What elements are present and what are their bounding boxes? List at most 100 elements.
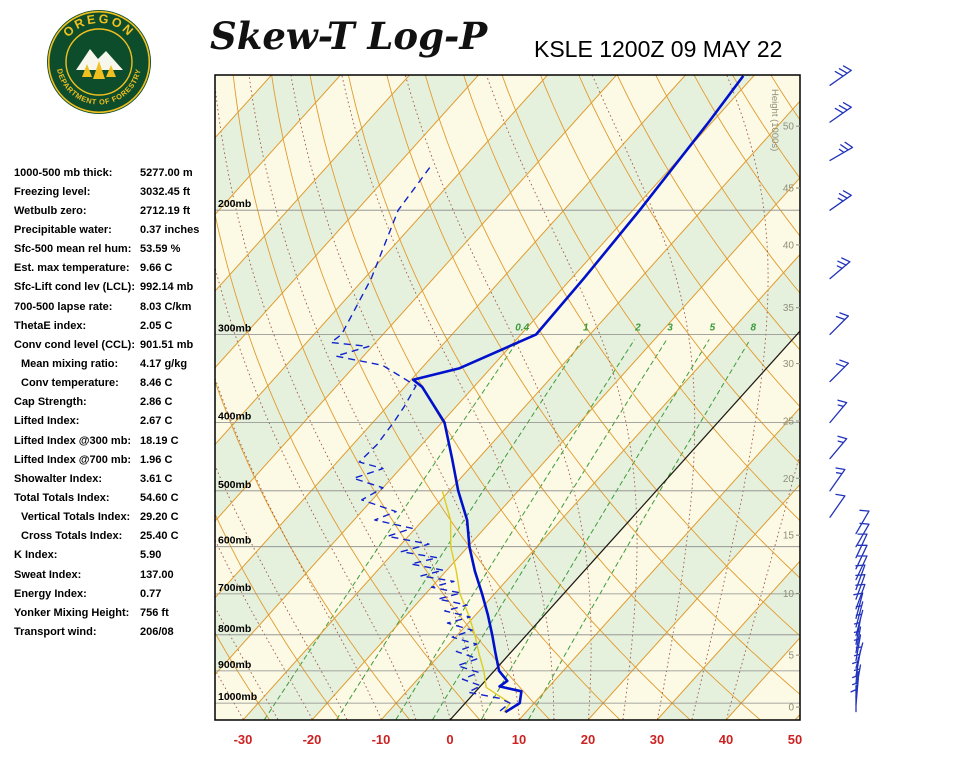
svg-text:0.4: 0.4	[515, 322, 529, 333]
index-value: 8.03 C/km	[140, 300, 192, 313]
index-label: Yonker Mixing Height:	[14, 606, 130, 619]
index-value: 4.17 g/kg	[140, 357, 188, 370]
index-row: Lifted Index @700 mb: 1.96 C	[14, 450, 214, 469]
chart-border	[214, 74, 801, 721]
odf-logo-svg: OREGON DEPARTMENT OF FORESTRY	[47, 10, 151, 114]
svg-text:50: 50	[783, 122, 795, 133]
svg-text:15: 15	[783, 531, 795, 542]
index-label: Wetbulb zero:	[14, 204, 87, 217]
index-value: 3.61 C	[140, 472, 173, 485]
svg-text:600mb: 600mb	[218, 535, 251, 547]
logo-mountain	[76, 49, 123, 70]
index-label: Est. max temperature:	[14, 262, 130, 275]
index-row: Cross Totals Index: 25.40 C	[14, 527, 214, 546]
index-row: K Index: 5.90	[14, 546, 214, 565]
svg-text:0: 0	[446, 732, 453, 747]
index-value: 5.90	[140, 549, 162, 562]
odf-logo: OREGON DEPARTMENT OF FORESTRY	[46, 9, 152, 115]
index-row: Sweat Index: 137.00	[14, 565, 214, 584]
index-label: Cross Totals Index:	[21, 530, 123, 543]
svg-text:500mb: 500mb	[218, 479, 251, 491]
wind-barb	[829, 102, 852, 123]
index-value: 992.14 mb	[140, 281, 194, 294]
index-value: 25.40 C	[140, 530, 179, 543]
wind-barb	[829, 359, 850, 383]
index-row: ThetaE index: 2.05 C	[14, 316, 214, 335]
logo-inner-ring	[65, 28, 133, 96]
wetbulb-trace	[441, 490, 511, 713]
index-row: Wetbulb zero: 2712.19 ft	[14, 201, 214, 220]
wind-barb	[829, 467, 846, 492]
dewpoint-trace	[330, 167, 511, 713]
page-title: Skew-T Log-P	[210, 14, 488, 58]
svg-text:-20: -20	[303, 732, 322, 747]
index-row: Precipitable water: 0.37 inches	[14, 220, 214, 239]
index-row: Cap Strength: 2.86 C	[14, 393, 214, 412]
wind-barbs	[829, 65, 870, 713]
index-label: Sfc-Lift cond lev (LCL):	[14, 281, 135, 294]
index-value: 18.19 C	[140, 434, 179, 447]
wind-barb	[829, 141, 854, 162]
index-row: Sfc-Lift cond lev (LCL): 992.14 mb	[14, 278, 214, 297]
index-row: Conv temperature: 8.46 C	[14, 374, 214, 393]
svg-text:20: 20	[783, 474, 795, 485]
svg-text:5: 5	[710, 322, 716, 333]
freezing-isotherm	[449, 330, 800, 720]
index-label: 700-500 lapse rate:	[14, 300, 113, 313]
svg-text:700mb: 700mb	[218, 582, 251, 594]
index-row: Total Totals Index: 54.60 C	[14, 488, 214, 507]
index-label: Showalter Index:	[14, 472, 103, 485]
index-label: Sweat Index:	[14, 568, 82, 581]
index-label: Transport wind:	[14, 625, 97, 638]
index-row: Mean mixing ratio: 4.17 g/kg	[14, 354, 214, 373]
index-label: Vertical Totals Index:	[21, 511, 131, 524]
svg-text:0: 0	[788, 703, 794, 714]
index-row: Vertical Totals Index: 29.20 C	[14, 508, 214, 527]
index-value: 2.05 C	[140, 319, 173, 332]
svg-text:50: 50	[788, 732, 802, 747]
index-label: Sfc-500 mean rel hum:	[14, 243, 132, 256]
index-label: Total Totals Index:	[14, 491, 110, 504]
index-value: 1.96 C	[140, 453, 173, 466]
wind-barb	[855, 509, 870, 535]
index-row: Transport wind: 206/08	[14, 622, 214, 641]
index-value: 54.60 C	[140, 491, 179, 504]
mixing-ratio-labels: 0.4 1 2 3 5 8	[515, 322, 756, 333]
index-row: Est. max temperature: 9.66 C	[14, 259, 214, 278]
wind-barb	[829, 312, 850, 336]
wind-barb	[829, 435, 848, 460]
index-label: K Index:	[14, 549, 58, 562]
pressure-axis-labels: 200mb 300mb 400mb 500mb 600mb 700mb 800mb 900mb…	[218, 198, 257, 703]
index-label: Conv cond level (CCL):	[14, 338, 136, 351]
index-label: Lifted Index @300 mb:	[14, 434, 132, 447]
index-value: 3032.45 ft	[140, 185, 191, 198]
temp-axis-labels: -30 -20 -10 0 10 20 30 40 50	[234, 732, 803, 747]
index-label: Precipitable water:	[14, 223, 112, 236]
svg-text:35: 35	[783, 303, 795, 314]
index-row: Showalter Index: 3.61 C	[14, 469, 214, 488]
height-axis-title: Height (1000s)	[769, 89, 780, 151]
wind-barb	[829, 190, 852, 211]
index-row: Conv cond level (CCL): 901.51 mb	[14, 335, 214, 354]
index-value: 0.77	[140, 587, 162, 600]
index-label: Lifted Index @700 mb:	[14, 453, 132, 466]
svg-text:900mb: 900mb	[218, 659, 251, 671]
svg-text:10: 10	[512, 732, 526, 747]
index-label: Lifted Index:	[14, 415, 80, 428]
index-label: Conv temperature:	[21, 377, 119, 390]
chart-plot-area	[215, 75, 800, 720]
svg-text:25: 25	[783, 417, 795, 428]
index-value: 2712.19 ft	[140, 204, 191, 217]
wind-barb	[829, 399, 848, 424]
index-label: 1000-500 mb thick:	[14, 166, 113, 179]
index-row: 1000-500 mb thick: 5277.00 m	[14, 163, 214, 182]
index-value: 2.67 C	[140, 415, 173, 428]
svg-text:10: 10	[783, 589, 795, 600]
pressure-lines	[215, 209, 800, 704]
svg-text:30: 30	[650, 732, 664, 747]
svg-text:8: 8	[751, 322, 757, 333]
wind-barb	[829, 65, 852, 86]
index-label: Freezing level:	[14, 185, 91, 198]
wind-barb	[850, 684, 857, 713]
svg-text:2: 2	[634, 322, 641, 333]
